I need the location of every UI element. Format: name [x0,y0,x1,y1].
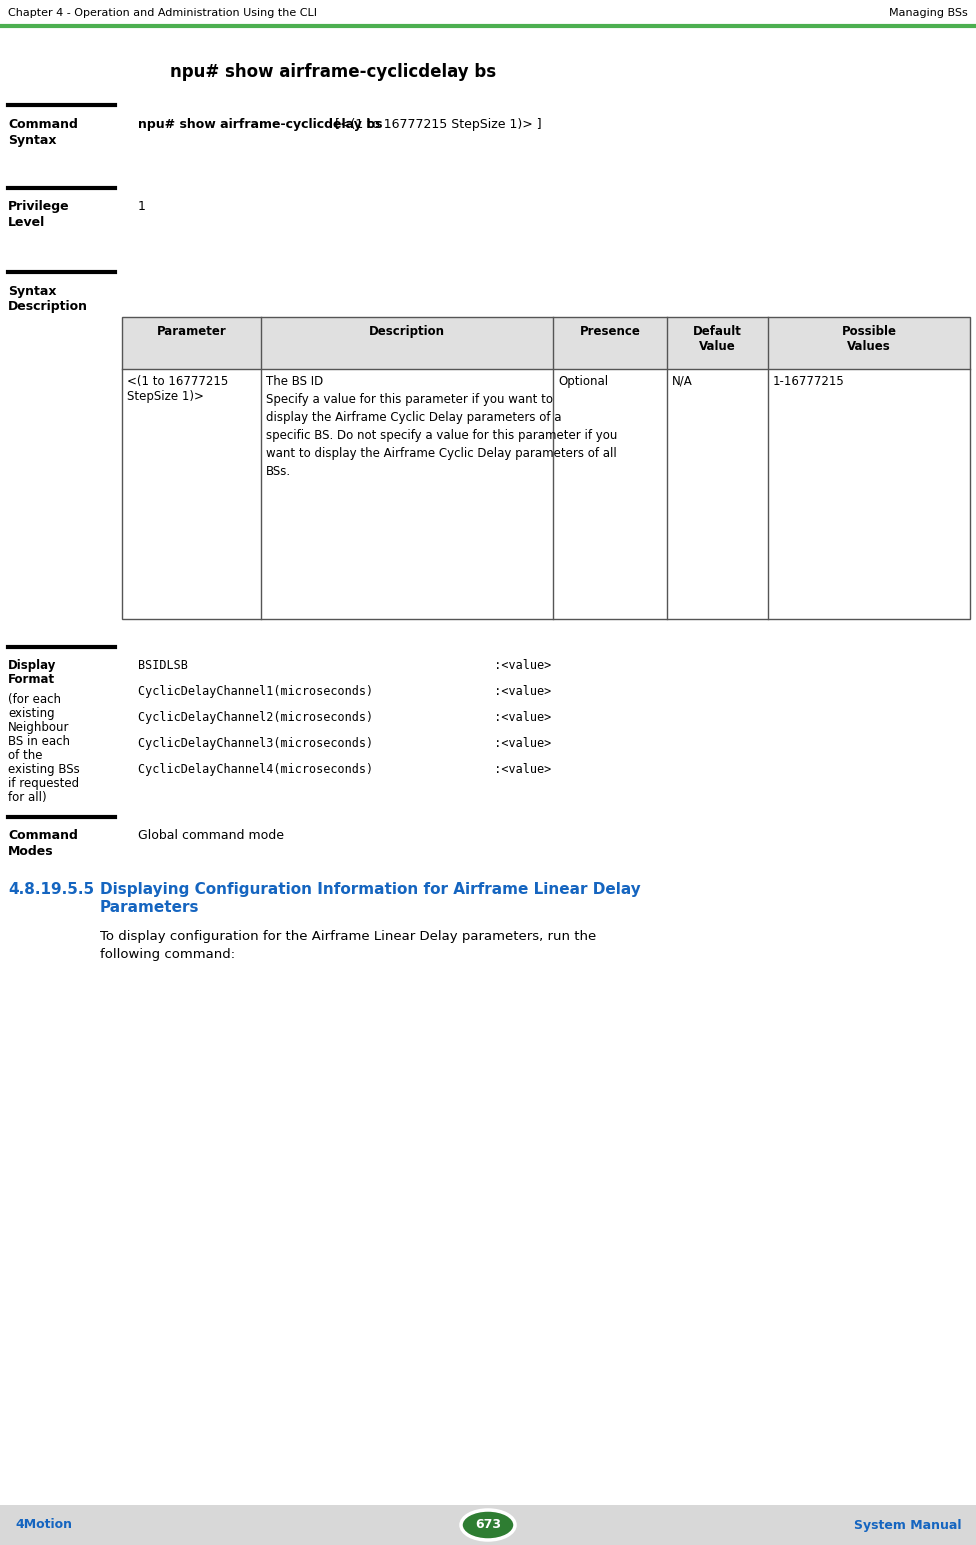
Text: Privilege: Privilege [8,199,69,213]
Text: 1: 1 [138,199,145,213]
Text: for all): for all) [8,791,47,803]
Text: N/A: N/A [672,375,693,388]
Text: Neighbour: Neighbour [8,722,69,734]
Text: 673: 673 [475,1519,501,1531]
Text: npu# show airframe-cyclicdelay bs: npu# show airframe-cyclicdelay bs [170,63,496,80]
Text: CyclicDelayChannel2(microseconds)                 :<value>: CyclicDelayChannel2(microseconds) :<valu… [138,711,551,725]
Text: Syntax: Syntax [8,134,57,147]
Text: 1-16777215: 1-16777215 [773,375,845,388]
Ellipse shape [461,1509,515,1540]
Text: existing BSs: existing BSs [8,763,80,776]
Text: Default
Value: Default Value [693,324,742,352]
Text: npu# show airframe-cyclicdelay bs: npu# show airframe-cyclicdelay bs [138,117,383,131]
Text: of the: of the [8,749,43,762]
Text: Display: Display [8,660,57,672]
Text: Chapter 4 - Operation and Administration Using the CLI: Chapter 4 - Operation and Administration… [8,8,317,19]
Text: BSIDLSB                                           :<value>: BSIDLSB :<value> [138,660,551,672]
Text: Command: Command [8,830,78,842]
Text: Command: Command [8,117,78,131]
Text: (for each: (for each [8,694,61,706]
Text: CyclicDelayChannel4(microseconds)                 :<value>: CyclicDelayChannel4(microseconds) :<valu… [138,763,551,776]
Text: Modes: Modes [8,845,54,857]
Bar [122,317,970,369]
Text: Syntax: Syntax [8,284,57,298]
Text: Description: Description [369,324,445,338]
Text: <(1 to 16777215
StepSize 1)>: <(1 to 16777215 StepSize 1)> [127,375,228,403]
Text: Possible
Values: Possible Values [841,324,897,352]
Text: BS in each: BS in each [8,735,70,748]
Text: Format: Format [8,674,55,686]
Bar [122,317,970,620]
Text: Optional: Optional [558,375,608,388]
Text: Parameter: Parameter [156,324,226,338]
Bar [0,1505,976,1545]
Text: Displaying Configuration Information for Airframe Linear Delay: Displaying Configuration Information for… [100,882,641,898]
Text: CyclicDelayChannel3(microseconds)                 :<value>: CyclicDelayChannel3(microseconds) :<valu… [138,737,551,749]
Text: System Manual: System Manual [853,1519,961,1531]
Text: following command:: following command: [100,949,235,961]
Text: The BS ID: The BS ID [266,375,323,388]
Text: Presence: Presence [580,324,640,338]
Text: Global command mode: Global command mode [138,830,284,842]
Text: Level: Level [8,216,45,229]
Text: Parameters: Parameters [100,901,199,915]
Text: [<(1 to 16777215 StepSize 1)> ]: [<(1 to 16777215 StepSize 1)> ] [331,117,542,131]
Text: To display configuration for the Airframe Linear Delay parameters, run the: To display configuration for the Airfram… [100,930,596,942]
Text: existing: existing [8,708,55,720]
Text: Specify a value for this parameter if you want to
display the Airframe Cyclic De: Specify a value for this parameter if yo… [266,392,618,477]
Text: Managing BSs: Managing BSs [889,8,968,19]
Text: if requested: if requested [8,777,79,789]
Text: 4.8.19.5.5: 4.8.19.5.5 [8,882,94,898]
Text: Description: Description [8,300,88,314]
Text: CyclicDelayChannel1(microseconds)                 :<value>: CyclicDelayChannel1(microseconds) :<valu… [138,684,551,698]
Text: 4Motion: 4Motion [15,1519,72,1531]
